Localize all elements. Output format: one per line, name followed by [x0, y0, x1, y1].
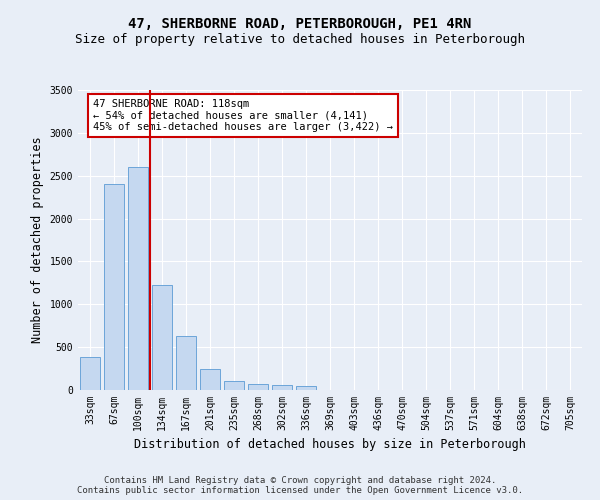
- Bar: [128, 167, 148, 390]
- Bar: [248, 384, 268, 390]
- Text: Contains HM Land Registry data © Crown copyright and database right 2024.
Contai: Contains HM Land Registry data © Crown c…: [77, 476, 523, 495]
- X-axis label: Distribution of detached houses by size in Peterborough: Distribution of detached houses by size …: [134, 438, 526, 452]
- Bar: [152, 286, 172, 390]
- Text: 47, SHERBORNE ROAD, PETERBOROUGH, PE1 4RN: 47, SHERBORNE ROAD, PETERBOROUGH, PE1 4R…: [128, 18, 472, 32]
- Bar: [104, 184, 124, 390]
- Bar: [176, 336, 196, 390]
- Bar: [272, 386, 292, 390]
- Bar: [224, 382, 244, 390]
- Bar: [80, 356, 100, 390]
- Y-axis label: Number of detached properties: Number of detached properties: [31, 136, 44, 344]
- Text: Size of property relative to detached houses in Peterborough: Size of property relative to detached ho…: [75, 32, 525, 46]
- Bar: [296, 386, 316, 390]
- Text: 47 SHERBORNE ROAD: 118sqm
← 54% of detached houses are smaller (4,141)
45% of se: 47 SHERBORNE ROAD: 118sqm ← 54% of detac…: [93, 99, 393, 132]
- Bar: [200, 368, 220, 390]
